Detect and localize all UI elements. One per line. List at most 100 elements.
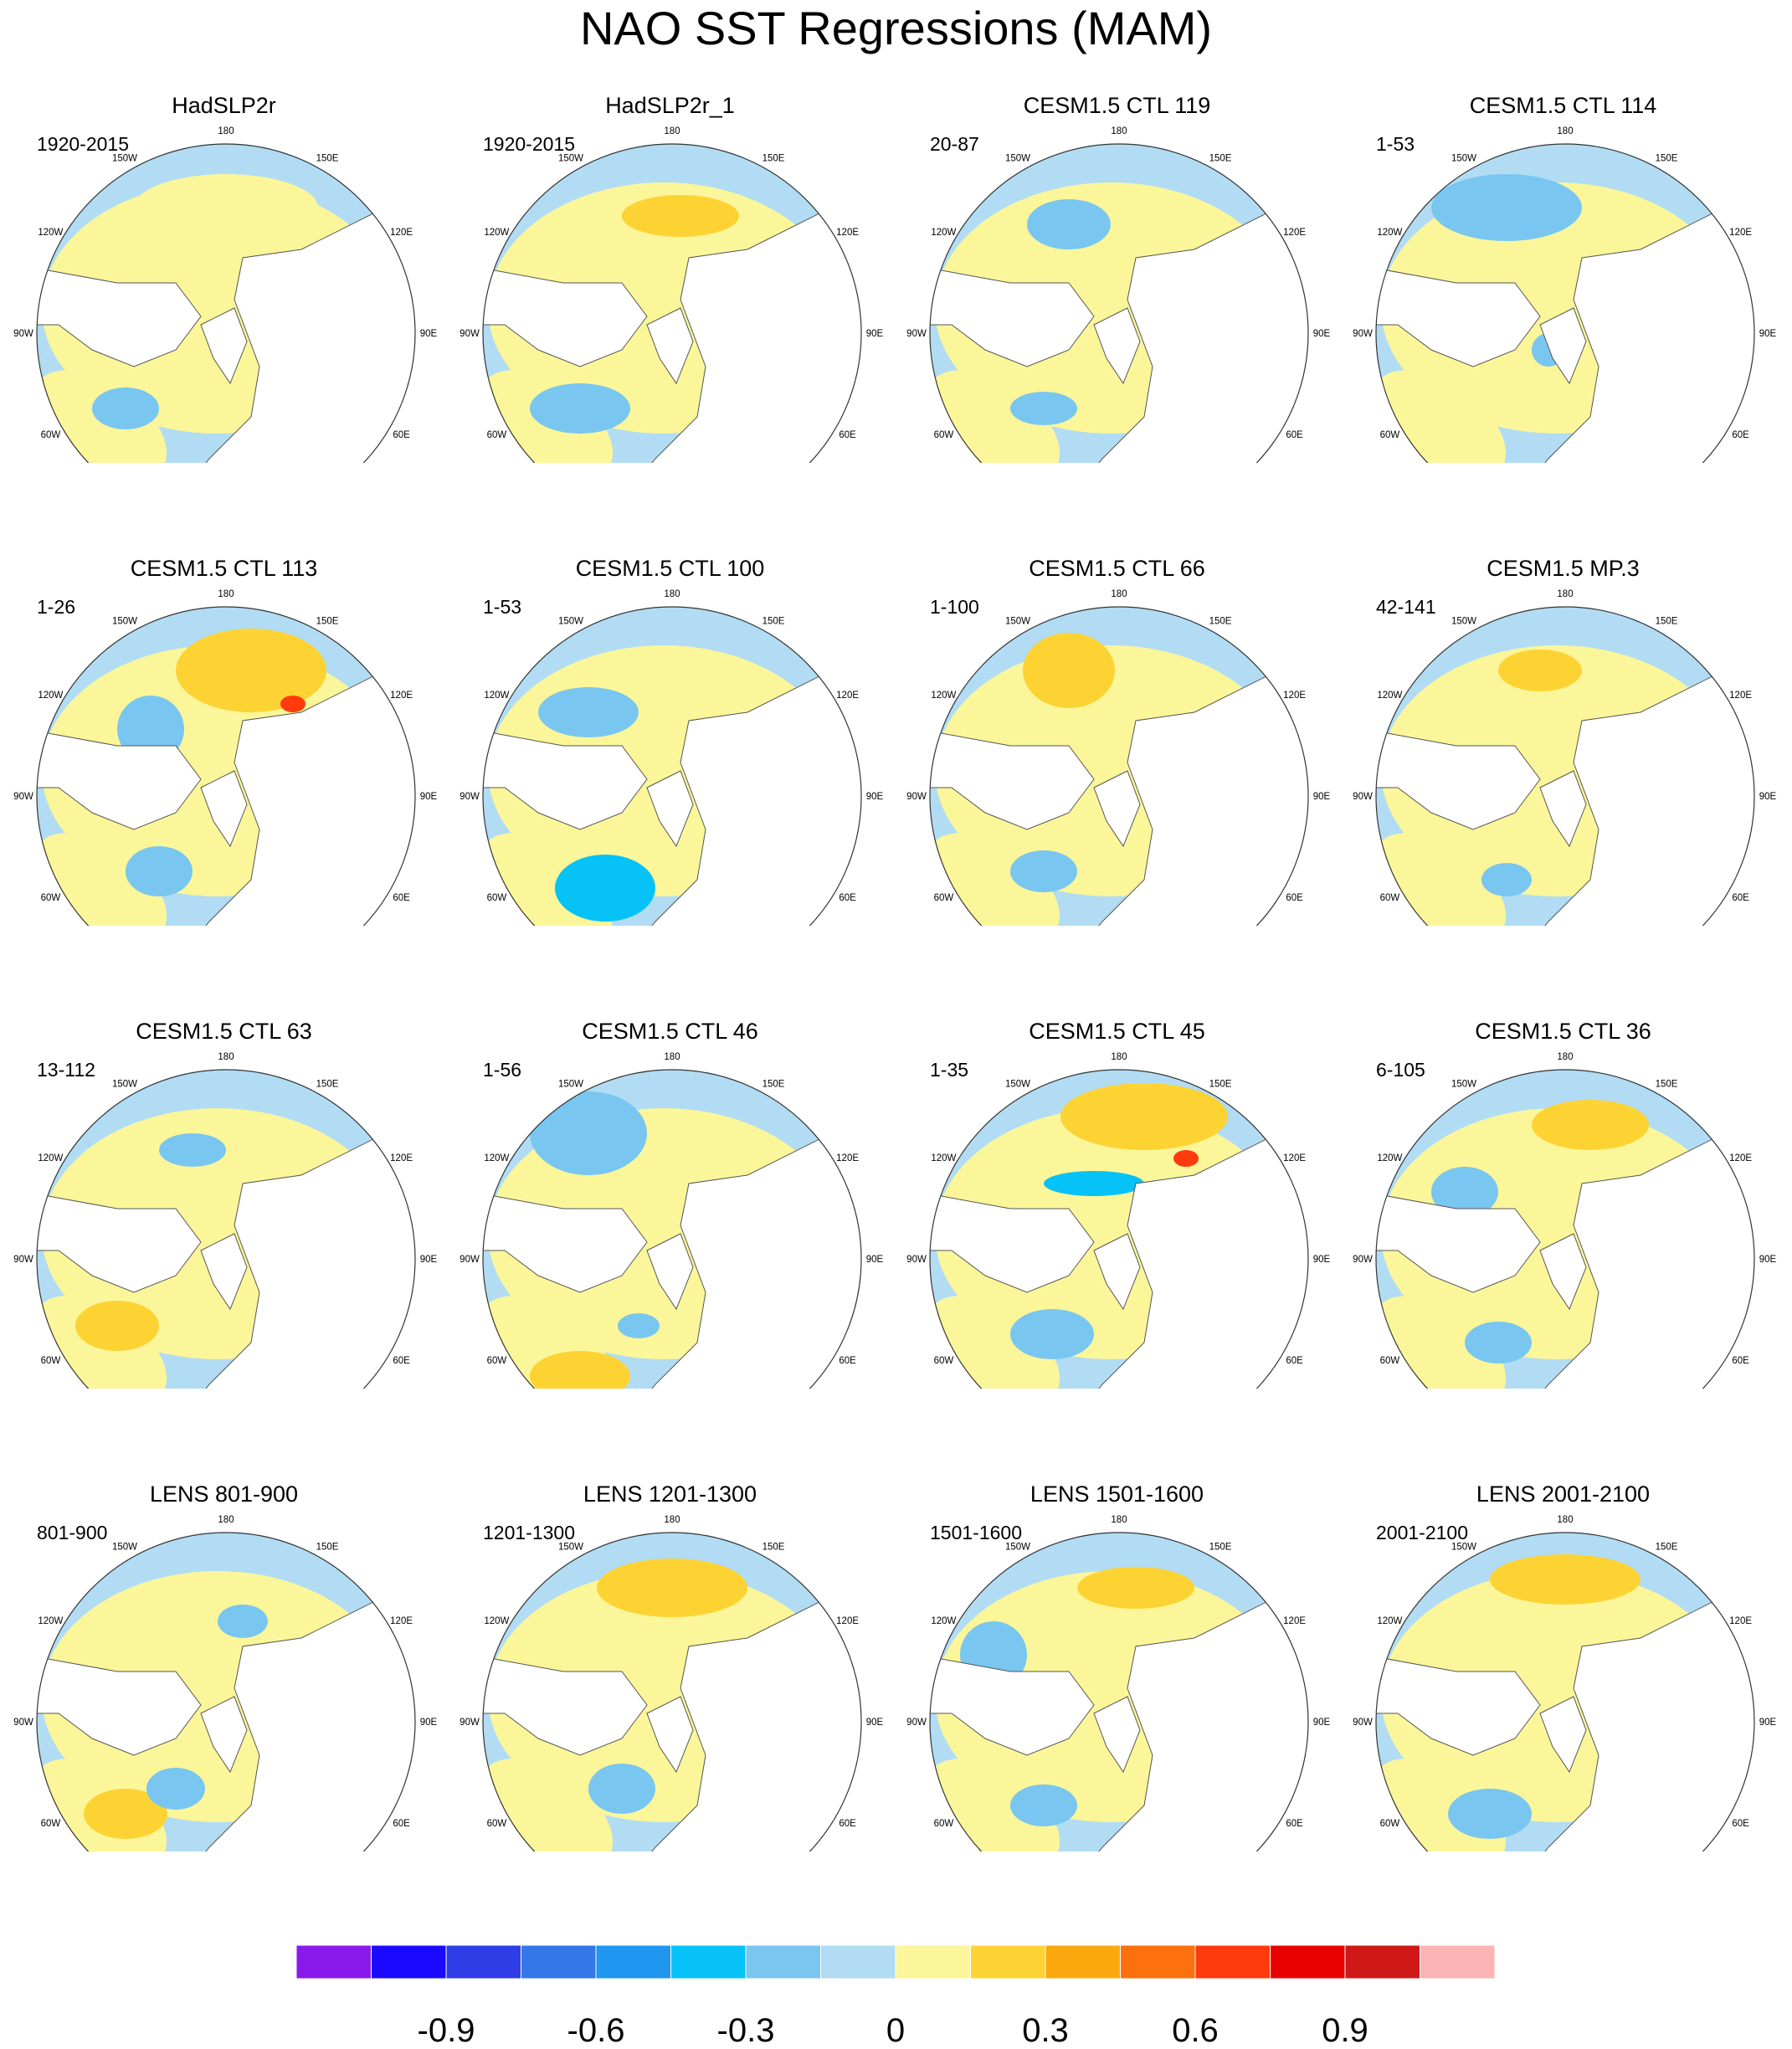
longitude-label: 90E: [420, 1718, 438, 1728]
positive-anomaly: [483, 1759, 614, 1851]
colorbar-swatch: [296, 1945, 372, 1979]
map-boundary: [1375, 606, 1755, 926]
map-boundary: [36, 1069, 416, 1389]
greenland-land: [1539, 1696, 1587, 1774]
sst-field: [37, 144, 415, 463]
longitude-label: 60W: [487, 1356, 507, 1366]
map-boundary: [1375, 1069, 1755, 1389]
anomaly-patch: [1431, 1167, 1498, 1217]
panel-period: 1920-2015: [483, 133, 575, 155]
north-america-land: [483, 1191, 648, 1293]
longitude-label: 150E: [762, 1079, 785, 1089]
greenland-land: [1093, 307, 1141, 385]
eurasia-land: [621, 190, 861, 463]
longitude-label: 90W: [13, 792, 33, 802]
greenland-land: [646, 770, 694, 848]
longitude-label: 120E: [1283, 1153, 1306, 1163]
greenland-land: [1093, 770, 1141, 848]
longitude-label: 90W: [906, 1255, 927, 1265]
longitude-label: 150E: [316, 1542, 339, 1552]
longitude-label: 150W: [112, 1079, 137, 1089]
colorbar-swatch: [1344, 1945, 1420, 1979]
sst-field: [37, 607, 415, 926]
positive-anomaly: [930, 1296, 1060, 1389]
north-america-land: [1376, 265, 1541, 367]
longitude-label: 120W: [484, 228, 509, 238]
longitude-label: 150W: [1005, 1079, 1030, 1089]
longitude-label: 90W: [460, 329, 480, 339]
panel-title: CESM1.5 CTL 46: [582, 1019, 758, 1044]
longitude-label: 60W: [487, 430, 507, 440]
polar-map: 180150E120E90E60E30E030W60W90W120W150W: [13, 126, 438, 463]
longitude-label: 90W: [1353, 329, 1373, 339]
anomaly-patch: [126, 846, 193, 896]
map-boundary: [482, 1069, 862, 1389]
longitude-label: 90W: [1353, 792, 1373, 802]
eurasia-land: [175, 653, 415, 926]
longitude-label: 90E: [420, 329, 438, 339]
north-america-land: [930, 1654, 1095, 1756]
sst-field: [930, 144, 1308, 463]
longitude-label: 60E: [1732, 893, 1749, 903]
map-panel: 180150E120E90E60E30E030W60W90W120W150WCE…: [893, 926, 1341, 1389]
longitude-label: 90E: [1759, 792, 1777, 802]
longitude-label: 150E: [1656, 1079, 1678, 1089]
longitude-label: 120E: [390, 691, 413, 701]
longitude-label: 150E: [1209, 1542, 1232, 1552]
map-panel: 180150E120E90E60E30E030W60W90W120W150WLE…: [446, 1389, 894, 1851]
anomaly-patch: [618, 1313, 660, 1338]
longitude-label: 150W: [1005, 1542, 1030, 1552]
colorbar-swatch: [521, 1945, 597, 1979]
colorbar-tick-label: 0.9: [1322, 2012, 1368, 2049]
eurasia-land: [621, 1579, 861, 1851]
longitude-label: 60W: [934, 430, 954, 440]
map-panel: 180150E120E90E60E30E030W60W90W120W150WCE…: [0, 926, 448, 1389]
longitude-label: 60W: [934, 1819, 954, 1829]
positive-anomaly: [930, 1759, 1060, 1851]
sst-field: [483, 1070, 861, 1389]
map-panel: 180150E120E90E60E30E030W60W90W120W150WCE…: [893, 0, 1341, 463]
longitude-label: 120W: [484, 1153, 509, 1163]
greenland-land: [1539, 770, 1587, 848]
greenland-land: [200, 307, 248, 385]
panel-title: LENS 2001-2100: [1476, 1482, 1651, 1507]
sst-field: [1376, 1070, 1754, 1389]
north-america-land: [930, 728, 1095, 830]
anomaly-patch: [146, 1768, 205, 1810]
longitude-label: 180: [218, 1052, 234, 1062]
longitude-label: 90W: [1353, 1718, 1373, 1728]
map-panel: 180150E120E90E60E30E030W60W90W120W150WCE…: [0, 463, 448, 926]
positive-anomaly: [1376, 1296, 1507, 1389]
longitude-label: 180: [1111, 589, 1127, 599]
longitude-label: 120E: [390, 228, 413, 238]
colorbar-swatch: [1045, 1945, 1121, 1979]
longitude-label: 60E: [1286, 893, 1303, 903]
longitude-label: 60W: [41, 893, 61, 903]
greenland-land: [1093, 1696, 1141, 1774]
longitude-label: 90E: [1313, 1255, 1331, 1265]
longitude-label: 90W: [13, 1255, 33, 1265]
longitude-label: 150E: [762, 616, 785, 626]
sst-field: [37, 1070, 415, 1389]
panel-title: LENS 801-900: [149, 1482, 299, 1507]
longitude-label: 150W: [1451, 1079, 1476, 1089]
polar-map: 180150E120E90E60E30E030W60W90W120W150W: [13, 589, 438, 926]
map-boundary: [36, 606, 416, 926]
anomaly-patch: [134, 174, 318, 241]
longitude-label: 90E: [1313, 1718, 1331, 1728]
polar-map: 180150E120E90E60E30E030W60W90W120W150W: [460, 1052, 884, 1389]
polar-map: 180150E120E90E60E30E030W60W90W120W150W: [460, 126, 884, 463]
map-boundary: [929, 1069, 1309, 1389]
longitude-label: 150E: [1656, 616, 1678, 626]
longitude-label: 90W: [460, 1718, 480, 1728]
longitude-label: 180: [1111, 1515, 1127, 1525]
map-boundary: [482, 606, 862, 926]
anomaly-patch: [75, 1301, 159, 1351]
eurasia-land: [1068, 190, 1308, 463]
anomaly-patch: [92, 388, 159, 429]
longitude-label: 90W: [13, 1718, 33, 1728]
north-america-land: [930, 265, 1095, 367]
longitude-label: 60W: [41, 1356, 61, 1366]
longitude-label: 120W: [931, 1616, 956, 1626]
longitude-label: 60E: [839, 1356, 856, 1366]
